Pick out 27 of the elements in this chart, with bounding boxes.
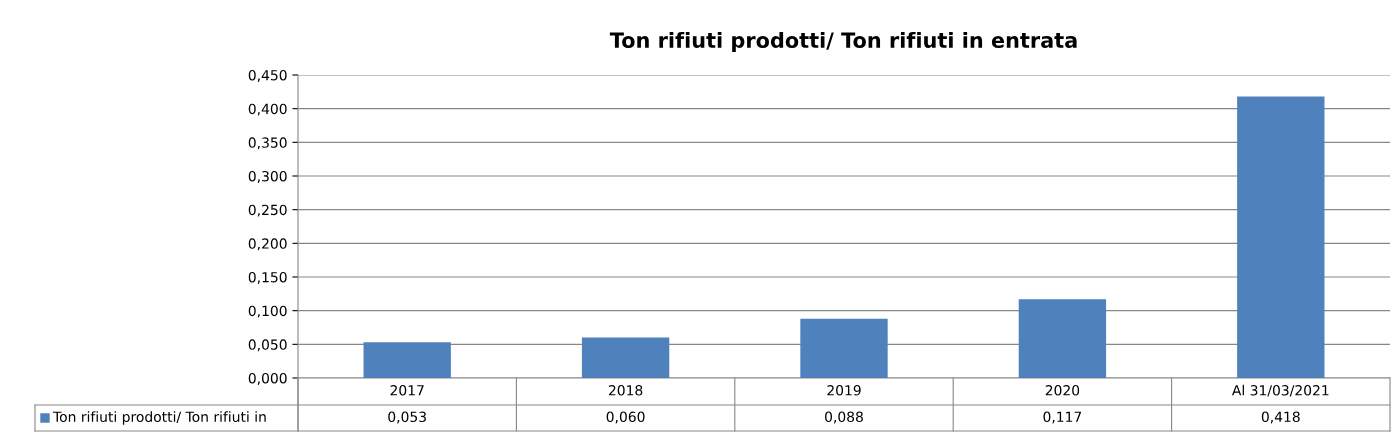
y-tick-label: 0,350 (248, 137, 287, 150)
y-tick-label: 0,450 (248, 69, 287, 82)
y-tick-label: 0,300 (248, 170, 287, 183)
legend-label: Ton rifiuti prodotti/ Ton rifiuti in (52, 411, 266, 425)
bar (1018, 299, 1107, 378)
x-tick-label: 2017 (390, 385, 424, 396)
y-tick-label: 0,400 (248, 103, 287, 116)
y-tick-label: 0,000 (248, 372, 287, 385)
data-label: 0,418 (1261, 411, 1300, 424)
data-label: 0,060 (606, 411, 645, 424)
chart-title: Ton rifiuti prodotti/ Ton rifiuti in entrata (609, 31, 1077, 53)
bar (581, 337, 670, 378)
data-label: 0,117 (1043, 411, 1082, 424)
x-tick-label: 2018 (608, 385, 643, 396)
x-tick-label: Al 31/03/2021 (1232, 384, 1329, 397)
bar (363, 342, 451, 378)
bar (800, 318, 888, 378)
y-tick-label: 0,050 (248, 339, 287, 352)
y-tick-label: 0,200 (248, 238, 287, 251)
y-tick-label: 0,150 (248, 271, 287, 284)
data-label: 0,053 (388, 411, 426, 424)
x-tick-label: 2020 (1045, 385, 1080, 396)
data-label: 0,088 (825, 411, 863, 424)
bar (1237, 96, 1325, 378)
y-tick-label: 0,100 (248, 305, 287, 318)
y-tick-label: 0,250 (248, 204, 287, 217)
x-tick-label: 2019 (827, 385, 861, 396)
